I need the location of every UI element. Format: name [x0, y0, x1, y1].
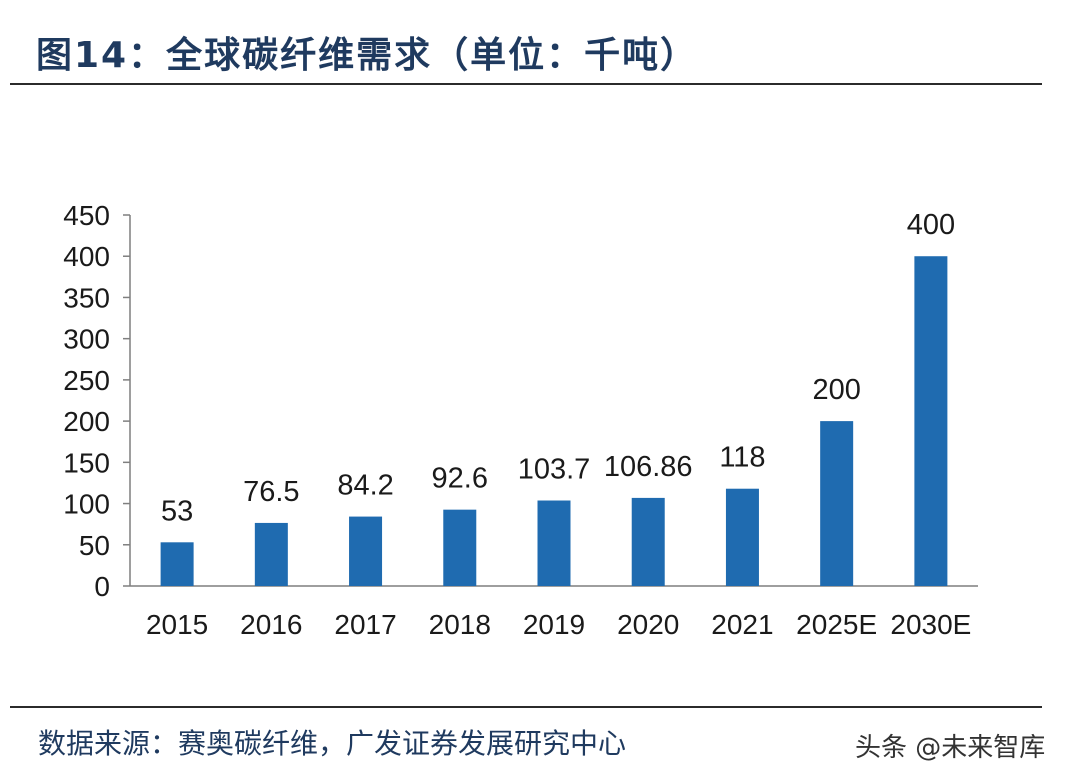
x-tick-label: 2025E: [796, 609, 877, 640]
bar-2019: [537, 500, 571, 586]
data-label: 118: [719, 442, 765, 474]
x-tick-label: 2021: [711, 609, 773, 640]
x-tick-label: 2020: [617, 609, 679, 640]
y-tick-label: 200: [63, 406, 110, 437]
data-label: 200: [812, 374, 860, 406]
x-tick-label: 2015: [146, 609, 208, 640]
top-divider: [10, 83, 1042, 85]
data-label: 103.7: [518, 454, 591, 486]
bar-2017: [349, 516, 383, 586]
y-tick-label: 50: [79, 530, 110, 561]
bar-chart: 0 50 100 150 200 250 300 350 400 450 53 2015 76.5 201…: [63, 200, 978, 640]
x-tick-label: 2019: [523, 609, 585, 640]
y-tick-label: 250: [63, 365, 110, 396]
bar-2030E: [914, 256, 948, 586]
y-tick-label: 150: [63, 447, 110, 478]
bar-2018: [443, 509, 477, 586]
data-label: 53: [161, 495, 193, 527]
data-label: 400: [907, 209, 955, 241]
x-tick-label: 2018: [429, 609, 491, 640]
bar-2021: [725, 488, 759, 586]
data-label: 106.86: [604, 451, 693, 483]
data-label: 84.2: [337, 470, 393, 502]
y-tick-label: 450: [63, 200, 110, 231]
data-label: 76.5: [243, 476, 299, 508]
bar-2016: [254, 522, 288, 586]
bar-2015: [160, 542, 194, 586]
bar-2025E: [820, 421, 854, 586]
y-tick-label: 300: [63, 324, 110, 355]
y-tick-label: 400: [63, 241, 110, 272]
y-tick-label: 350: [63, 282, 110, 313]
x-tick-label: 2017: [334, 609, 396, 640]
data-label: 92.6: [432, 463, 488, 495]
watermark: 头条 @未来智库: [855, 733, 1046, 763]
data-source: 数据来源：赛奥碳纤维，广发证券发展研究中心: [38, 727, 627, 760]
chart-title: 图14：全球碳纤维需求（单位：千吨）: [36, 35, 699, 76]
bar-2020: [631, 497, 665, 586]
x-tick-label: 2016: [240, 609, 302, 640]
y-tick-label: 100: [63, 489, 110, 520]
x-tick-label: 2030E: [890, 609, 971, 640]
bottom-divider: [10, 706, 1042, 708]
y-tick-label: 0: [94, 571, 110, 602]
